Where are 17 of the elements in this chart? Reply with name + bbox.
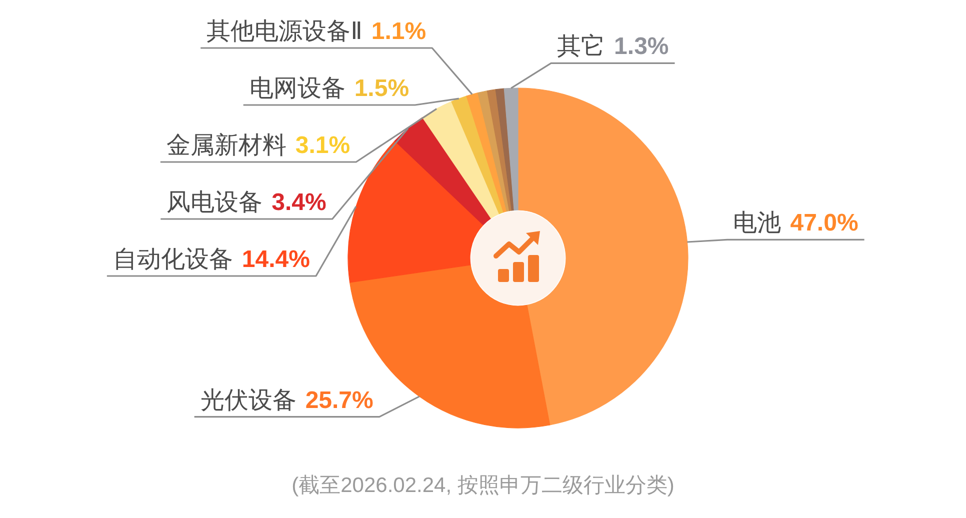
value-label: 1.3% [614,33,669,60]
category-label: 光伏设备 [200,386,296,414]
value-label: 14.4% [242,246,310,273]
annotation: (截至2026.02.24, 按照申万二级行业分类) [292,474,674,497]
category-label: 金属新材料 [166,132,286,159]
value-label: 1.1% [371,18,426,45]
category-label: 电池 [733,210,782,237]
value-label: 3.4% [272,189,326,216]
value-label: 1.5% [354,75,410,102]
category-label: 其他电源设备Ⅱ [206,18,362,45]
category-label: 其它 [557,33,606,60]
category-label: 电网设备 [249,75,346,102]
category-label: 风电设备 [166,189,263,216]
category-label: 自动化设备 [112,246,233,273]
value-label: 25.7% [305,386,374,414]
value-label: 3.1% [295,132,350,159]
value-label: 47.0% [790,210,858,237]
